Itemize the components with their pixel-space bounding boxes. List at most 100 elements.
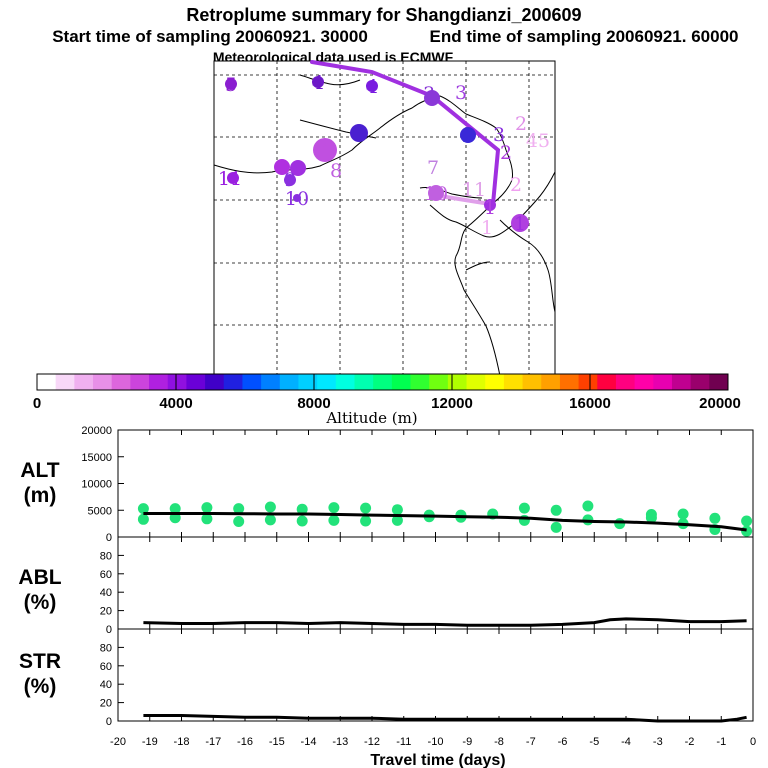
x-tick-label: -4 bbox=[621, 736, 631, 748]
map-number: 5 bbox=[225, 74, 237, 96]
colorbar-cell bbox=[317, 374, 337, 390]
y-tick-label: 0 bbox=[106, 532, 112, 544]
alt-point bbox=[550, 521, 562, 533]
x-tick-label: -6 bbox=[558, 736, 568, 748]
alt-point bbox=[709, 512, 721, 524]
start-time-text: Start time of sampling 20060921. 30000 bbox=[52, 27, 368, 46]
colorbar-cell bbox=[709, 374, 729, 390]
map-frame bbox=[213, 60, 556, 377]
y-tick-label: 60 bbox=[100, 661, 112, 673]
map-number: 6 bbox=[276, 157, 288, 179]
colorbar-axis-label: Altitude (m) bbox=[325, 409, 417, 427]
x-tick-label: -19 bbox=[142, 736, 158, 748]
map-number: 4 bbox=[312, 72, 324, 94]
map-number: 9 bbox=[284, 169, 296, 191]
x-tick-label: -7 bbox=[526, 736, 536, 748]
map-number: 7 bbox=[427, 157, 439, 179]
alt-point bbox=[741, 525, 753, 537]
x-tick-label: -12 bbox=[364, 736, 380, 748]
map-number: 3 bbox=[455, 82, 467, 104]
map-circle bbox=[460, 127, 476, 143]
alt-point bbox=[264, 514, 276, 526]
map-number: 3 bbox=[353, 123, 365, 145]
y-tick-label: 40 bbox=[100, 679, 112, 691]
x-tick-label: -15 bbox=[269, 736, 285, 748]
panel-label: ALT bbox=[20, 459, 59, 482]
alt-point bbox=[518, 502, 530, 514]
colorbar-cell bbox=[130, 374, 150, 390]
alt-point bbox=[328, 514, 340, 526]
x-tick-label: -13 bbox=[332, 736, 348, 748]
coastlines bbox=[213, 74, 556, 377]
map-circle bbox=[284, 174, 296, 186]
x-tick-label: 0 bbox=[750, 736, 756, 748]
alt-point bbox=[391, 504, 403, 516]
colorbar-cell bbox=[373, 374, 393, 390]
colorbar-cell bbox=[298, 374, 318, 390]
colorbar-tick-label: 0 bbox=[33, 395, 41, 412]
colorbar-cell bbox=[466, 374, 486, 390]
alt-point bbox=[391, 514, 403, 526]
colorbar-cell bbox=[149, 374, 169, 390]
panel-frame bbox=[117, 628, 754, 722]
map-circle bbox=[366, 80, 378, 92]
alt-scatter-series bbox=[137, 500, 753, 537]
map-circle bbox=[511, 214, 529, 232]
colorbar-cell bbox=[93, 374, 113, 390]
map-circle bbox=[428, 185, 444, 201]
colorbar-cell bbox=[74, 374, 94, 390]
y-tick-label: 0 bbox=[106, 716, 112, 728]
map-number: 10 bbox=[285, 188, 309, 210]
colorbar-tick-label: 4000 bbox=[159, 395, 192, 412]
x-tick-label: -16 bbox=[237, 736, 253, 748]
y-tick-label: 40 bbox=[100, 587, 112, 599]
map-number: 3 bbox=[493, 124, 505, 146]
panel-abl: 0 20 40 60 80 ABL(%) bbox=[18, 536, 754, 636]
map-circle bbox=[350, 124, 368, 142]
colorbar-cell bbox=[37, 374, 57, 390]
map-number: 11 bbox=[218, 168, 242, 190]
alt-point bbox=[582, 500, 594, 512]
map-number: 4 bbox=[319, 140, 331, 162]
colorbar-cell bbox=[541, 374, 561, 390]
map-circle bbox=[293, 194, 301, 202]
map-number: 2 bbox=[500, 142, 512, 164]
map-number: 45 bbox=[526, 130, 550, 152]
colorbar-cell bbox=[391, 374, 412, 390]
map-circle bbox=[313, 138, 337, 162]
x-tick-label: -8 bbox=[494, 736, 504, 748]
alt-point bbox=[550, 504, 562, 516]
map-number: 5 bbox=[293, 158, 305, 180]
alt-point bbox=[741, 515, 753, 527]
map-circle bbox=[225, 78, 237, 90]
map-number: 10 bbox=[424, 183, 448, 205]
x-tick-label: -5 bbox=[589, 736, 599, 748]
colorbar-tick-label: 20000 bbox=[699, 395, 741, 412]
map-number: 2 bbox=[510, 174, 522, 196]
alt-point bbox=[360, 515, 372, 527]
str-line bbox=[143, 714, 747, 723]
map-circle bbox=[484, 199, 496, 211]
alt-point bbox=[201, 513, 213, 525]
y-tick-label: 10000 bbox=[81, 479, 112, 491]
y-tick-label: 15000 bbox=[81, 452, 112, 464]
panel-unit-label: (%) bbox=[24, 591, 57, 614]
map-circle bbox=[274, 159, 290, 175]
map-number: 8 bbox=[330, 160, 342, 182]
alt-point bbox=[169, 503, 181, 515]
colorbar-dividers bbox=[175, 374, 591, 390]
alt-point bbox=[677, 508, 689, 520]
map-circle bbox=[312, 76, 324, 88]
alt-point bbox=[137, 513, 149, 525]
y-tick-label: 0 bbox=[106, 624, 112, 636]
colorbar-tick-label: 8000 bbox=[297, 395, 330, 412]
map-number: 2 bbox=[515, 113, 527, 135]
colorbar-cell bbox=[690, 374, 710, 390]
panel-str: 0 20 40 60 80 STR(%) bbox=[19, 628, 754, 728]
y-tick-label: 20 bbox=[100, 698, 112, 710]
y-tick-label: 80 bbox=[100, 550, 112, 562]
colorbar-cell bbox=[615, 374, 636, 390]
alt-point bbox=[296, 503, 308, 515]
colorbar-cell bbox=[634, 374, 654, 390]
